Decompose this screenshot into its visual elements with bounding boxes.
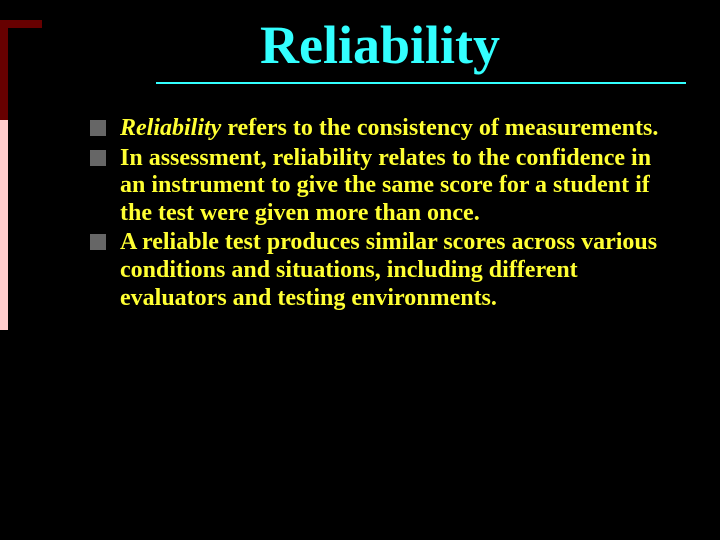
bullet-text: A reliable test produces similar scores …	[120, 229, 657, 310]
bullet-emphasis: Reliability	[120, 115, 221, 141]
accent-top-bar	[0, 20, 42, 28]
slide-title: Reliability	[260, 16, 500, 75]
accent-side-light	[0, 120, 8, 330]
bullet-text: refers to the consistency of measurement…	[221, 115, 658, 141]
slide: Reliability Reliability refers to the co…	[0, 0, 720, 540]
body-text: Reliability refers to the consistency of…	[90, 115, 660, 314]
bullet-item: In assessment, reliability relates to th…	[90, 145, 660, 228]
bullet-text: In assessment, reliability relates to th…	[120, 145, 651, 226]
accent-side-bar	[0, 28, 8, 330]
title-wrap: Reliability	[60, 16, 700, 75]
bullet-item: A reliable test produces similar scores …	[90, 229, 660, 312]
bullet-item: Reliability refers to the consistency of…	[90, 115, 660, 143]
accent-side-dark	[0, 28, 8, 120]
title-underline	[156, 82, 686, 84]
